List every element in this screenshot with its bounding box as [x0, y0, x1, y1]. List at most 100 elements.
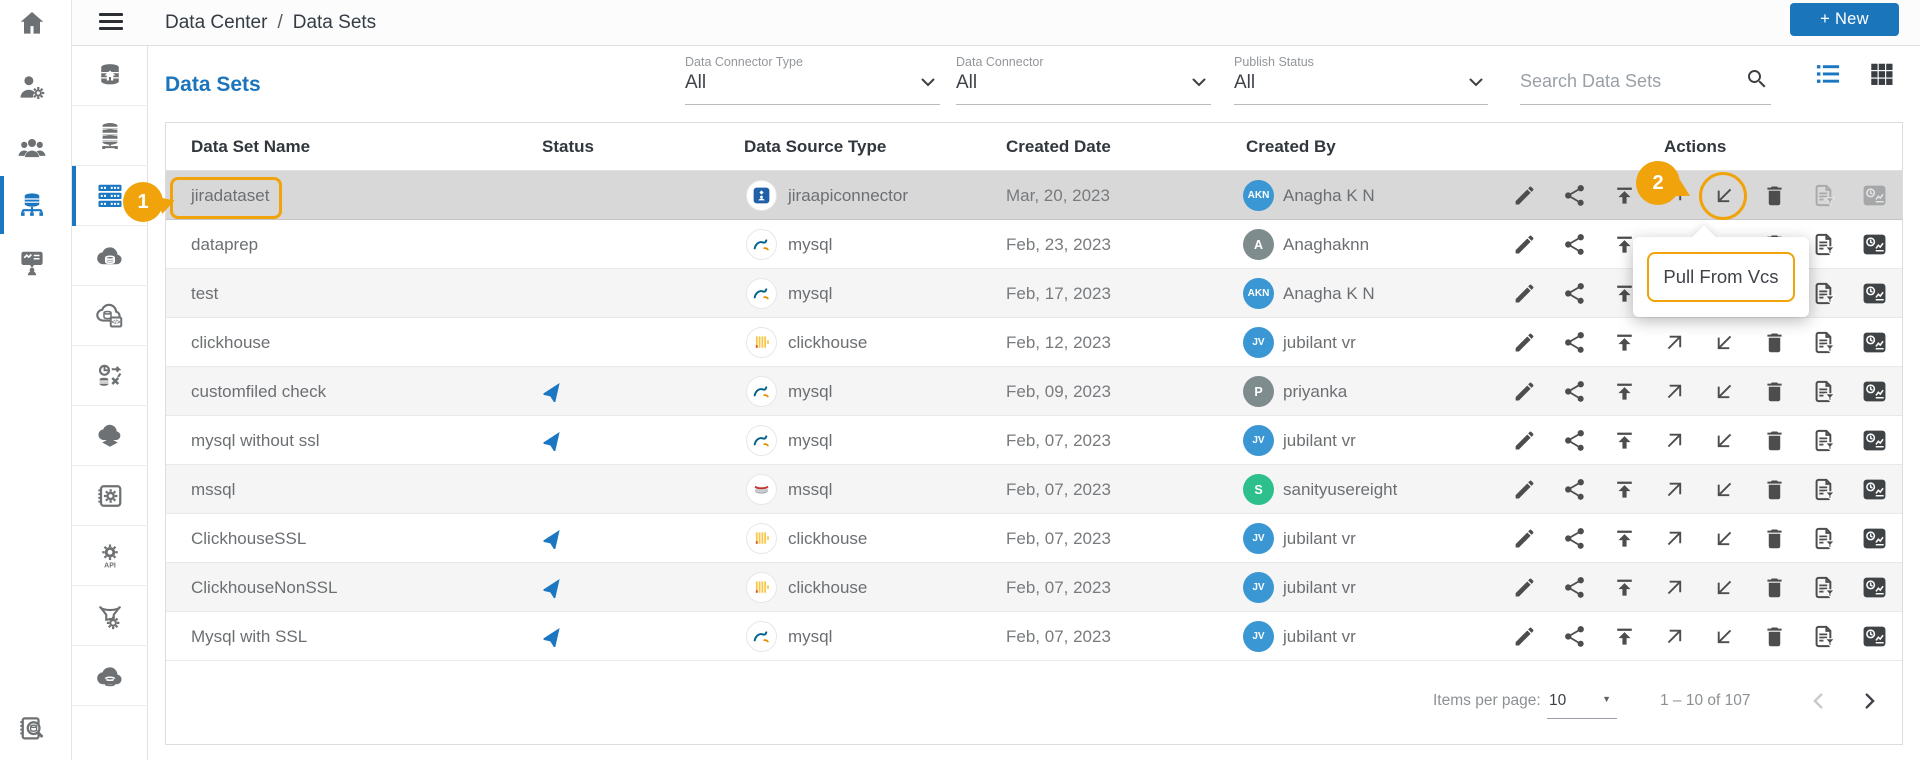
sidebar-item-database-search[interactable] [12, 709, 52, 749]
module-item-cloud-database[interactable] [72, 226, 148, 286]
edit-action-button[interactable] [1499, 171, 1549, 220]
copy-with-filter-action-button[interactable] [1799, 465, 1849, 514]
publish-action-button[interactable] [1599, 171, 1649, 220]
share-action-button[interactable] [1549, 220, 1599, 269]
module-item-cloud-database-code[interactable]: </> [72, 286, 148, 346]
list-view-icon[interactable] [1814, 60, 1842, 88]
filter-data-connector[interactable]: Data Connector All [956, 53, 1211, 105]
module-item-database-gear[interactable] [72, 466, 148, 526]
copy-with-filter-action-button[interactable] [1799, 318, 1849, 367]
usage-history-action-button[interactable] [1849, 612, 1899, 661]
copy-with-filter-action-button[interactable] [1799, 367, 1849, 416]
share-action-button[interactable] [1549, 318, 1599, 367]
module-item-funnel-gear[interactable] [72, 586, 148, 646]
items-per-page-select[interactable]: 10 ▼ [1547, 685, 1617, 719]
share-action-button[interactable] [1549, 514, 1599, 563]
edit-action-button[interactable] [1499, 220, 1549, 269]
delete-action-button[interactable] [1749, 465, 1799, 514]
usage-history-action-button[interactable] [1849, 220, 1899, 269]
edit-action-button[interactable] [1499, 318, 1549, 367]
edit-action-button[interactable] [1499, 514, 1549, 563]
table-row[interactable]: Mysql with SSL mysql Feb, 07, 2023 JV jubila… [166, 612, 1902, 661]
share-action-button[interactable] [1549, 563, 1599, 612]
copy-with-filter-action-button[interactable] [1799, 612, 1849, 661]
edit-action-button[interactable] [1499, 367, 1549, 416]
push-to-vcs-action-button[interactable] [1649, 563, 1699, 612]
edit-action-button[interactable] [1499, 465, 1549, 514]
sidebar-item-dashboard-user[interactable] [12, 242, 52, 282]
new-button[interactable]: + New [1790, 3, 1899, 36]
delete-action-button[interactable] [1749, 563, 1799, 612]
module-item-data-sets[interactable] [72, 166, 148, 226]
publish-action-button[interactable] [1599, 220, 1649, 269]
edit-action-button[interactable] [1499, 416, 1549, 465]
filter-data-connector-type[interactable]: Data Connector Type All [685, 53, 940, 105]
share-action-button[interactable] [1549, 612, 1599, 661]
usage-history-action-button[interactable] [1849, 465, 1899, 514]
hamburger-menu-icon[interactable] [99, 13, 123, 32]
push-to-vcs-action-button[interactable] [1649, 318, 1699, 367]
delete-action-button[interactable] [1749, 612, 1799, 661]
search-input[interactable] [1520, 71, 1720, 92]
sidebar-item-user-settings[interactable] [12, 67, 52, 107]
publish-action-button[interactable] [1599, 514, 1649, 563]
filter-publish-status[interactable]: Publish Status All [1234, 53, 1488, 105]
push-to-vcs-action-button[interactable] [1649, 416, 1699, 465]
module-item-cloud-database2[interactable] [72, 646, 148, 706]
copy-with-filter-action-button[interactable] [1799, 514, 1849, 563]
edit-action-button[interactable] [1499, 563, 1549, 612]
pull-from-vcs-action-button[interactable] [1699, 612, 1749, 661]
delete-action-button[interactable] [1749, 367, 1799, 416]
sidebar-item-home[interactable] [12, 3, 52, 43]
search-icon[interactable] [1745, 67, 1769, 91]
module-item-data-sync[interactable] [72, 346, 148, 406]
push-to-vcs-action-button[interactable] [1649, 367, 1699, 416]
chevron-left-icon[interactable] [1804, 683, 1834, 719]
publish-action-button[interactable] [1599, 612, 1649, 661]
delete-action-button[interactable] [1749, 171, 1799, 220]
chevron-right-icon[interactable] [1854, 683, 1884, 719]
pull-from-vcs-action-button[interactable] [1699, 563, 1749, 612]
module-item-api-gear[interactable]: API [72, 526, 148, 586]
share-action-button[interactable] [1549, 416, 1599, 465]
sidebar-item-database-network[interactable] [12, 185, 52, 225]
table-row[interactable]: clickhouse clickhouse Feb, 12, 2023 JV jubil… [166, 318, 1902, 367]
usage-history-action-button[interactable] [1849, 416, 1899, 465]
publish-action-button[interactable] [1599, 563, 1649, 612]
usage-history-action-button[interactable] [1849, 318, 1899, 367]
publish-action-button[interactable] [1599, 367, 1649, 416]
usage-history-action-button[interactable] [1849, 514, 1899, 563]
delete-action-button[interactable] [1749, 416, 1799, 465]
module-item-database-home[interactable] [72, 46, 148, 106]
share-action-button[interactable] [1549, 171, 1599, 220]
delete-action-button[interactable] [1749, 514, 1799, 563]
push-to-vcs-action-button[interactable] [1649, 514, 1699, 563]
table-row[interactable]: jiradataset jiraapiconnector Mar, 20, 2023… [166, 171, 1902, 220]
copy-with-filter-action-button[interactable] [1799, 563, 1849, 612]
pull-from-vcs-action-button[interactable] [1699, 514, 1749, 563]
table-row[interactable]: ClickhouseNonSSL clickhouse Feb, 07, 2023 J… [166, 563, 1902, 612]
share-action-button[interactable] [1549, 465, 1599, 514]
module-item-database-server[interactable] [72, 106, 148, 166]
copy-with-filter-action-button[interactable] [1799, 269, 1849, 318]
pull-from-vcs-action-button[interactable] [1699, 318, 1749, 367]
share-action-button[interactable] [1549, 367, 1599, 416]
pull-from-vcs-action-button[interactable] [1699, 367, 1749, 416]
push-to-vcs-action-button[interactable] [1649, 465, 1699, 514]
share-action-button[interactable] [1549, 269, 1599, 318]
usage-history-action-button[interactable] [1849, 367, 1899, 416]
copy-with-filter-action-button[interactable] [1799, 416, 1849, 465]
grid-view-icon[interactable] [1868, 60, 1896, 88]
edit-action-button[interactable] [1499, 269, 1549, 318]
module-item-cloud-layer[interactable] [72, 406, 148, 466]
breadcrumb-data-center[interactable]: Data Center [165, 12, 268, 33]
usage-history-action-button[interactable] [1849, 269, 1899, 318]
pull-from-vcs-action-button[interactable] [1699, 416, 1749, 465]
publish-action-button[interactable] [1599, 416, 1649, 465]
usage-history-action-button[interactable] [1849, 563, 1899, 612]
pull-from-vcs-action-button[interactable] [1699, 465, 1749, 514]
edit-action-button[interactable] [1499, 612, 1549, 661]
delete-action-button[interactable] [1749, 318, 1799, 367]
